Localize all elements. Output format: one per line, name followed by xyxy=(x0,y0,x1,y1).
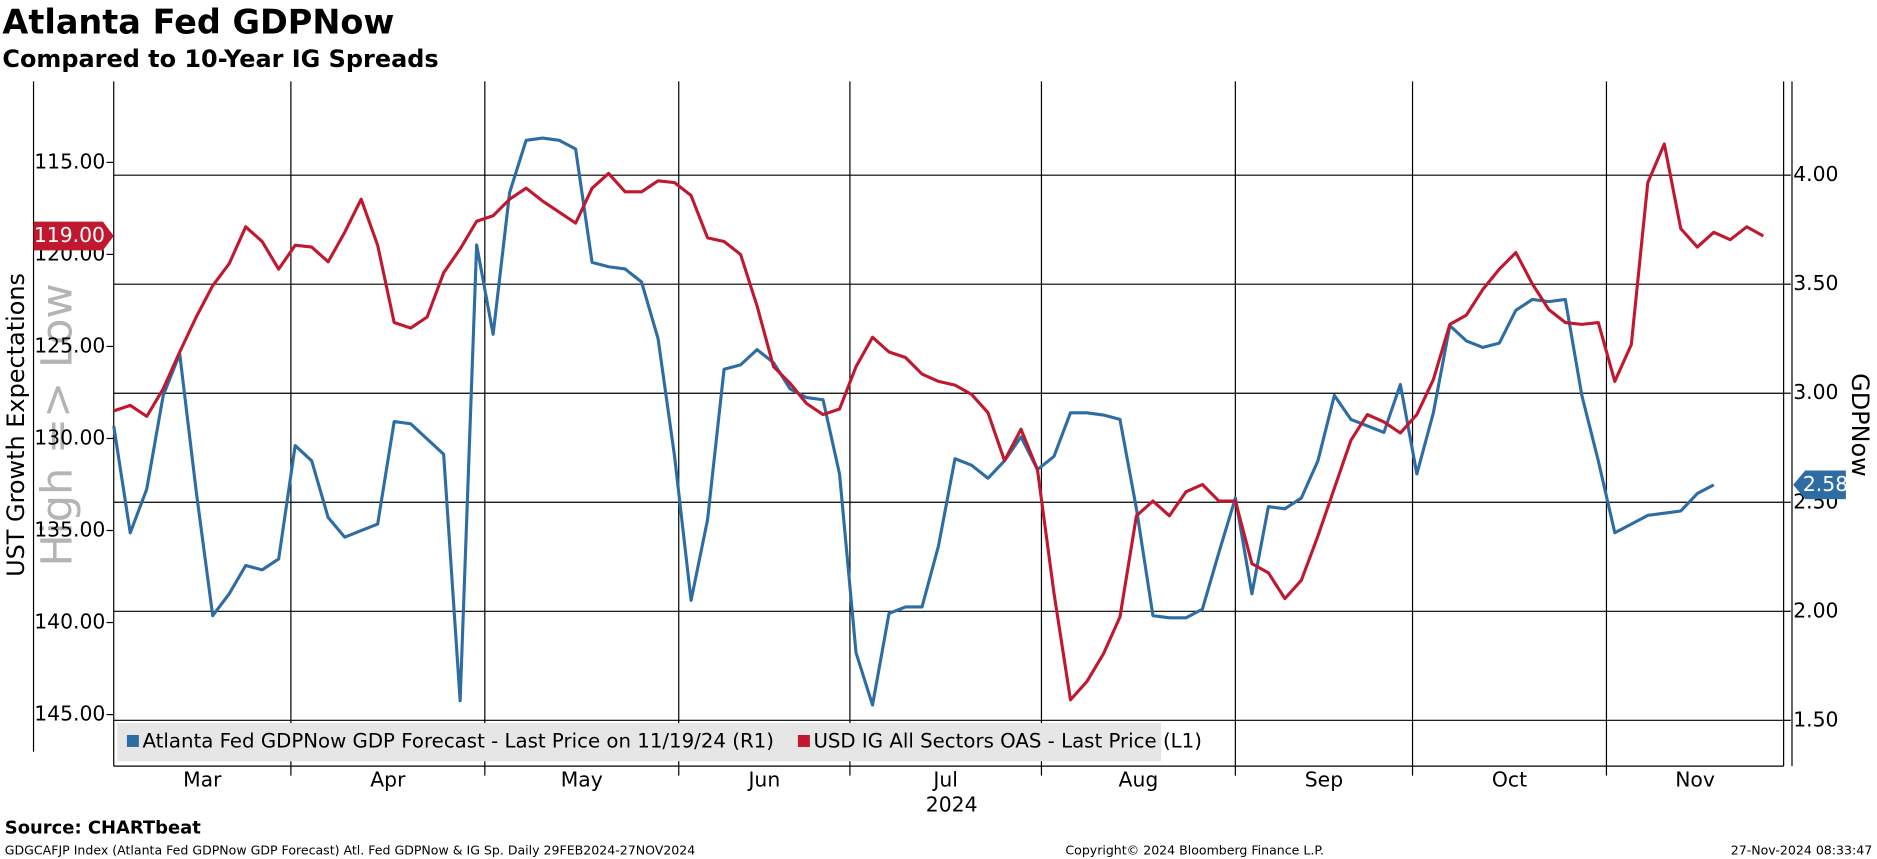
y-tick-label: 140.00 xyxy=(34,610,105,634)
last-value-label: 119.00 xyxy=(34,223,105,247)
last-value-flag xyxy=(33,221,114,251)
series-line xyxy=(113,142,1765,702)
x-tick-label: Jul xyxy=(931,767,958,791)
y2-tick-label: 1.50 xyxy=(1793,707,1838,731)
y2-axis-title: GDPNow xyxy=(1846,373,1874,477)
footer-left: GDGCAFJP Index (Atlanta Fed GDPNow GDP F… xyxy=(5,843,695,858)
x-tick-label: Nov xyxy=(1675,767,1715,791)
x-tick-label: Aug xyxy=(1119,767,1159,791)
x-axis-title: 2024 xyxy=(926,793,978,817)
y2-tick-label: 3.00 xyxy=(1793,380,1838,404)
legend-swatch xyxy=(797,734,810,747)
legend-label: Atlanta Fed GDPNow GDP Forecast - Last P… xyxy=(142,730,773,753)
x-tick-label: Sep xyxy=(1305,767,1343,791)
y2-tick-label: 2.00 xyxy=(1793,598,1838,622)
x-tick-label: Jun xyxy=(746,767,780,791)
legend-box xyxy=(117,723,1162,762)
y-tick-label: 130.00 xyxy=(34,425,105,449)
last-value-label: 2.58 xyxy=(1803,472,1848,496)
x-tick-label: Apr xyxy=(370,767,406,791)
x-tick-label: May xyxy=(561,767,603,791)
last-value-flag xyxy=(1793,470,1846,500)
series-line xyxy=(112,136,1715,707)
chart-title: Atlanta Fed GDPNow xyxy=(2,2,394,41)
y-tick-label: 145.00 xyxy=(34,702,105,726)
chart-subtitle: Compared to 10-Year IG Spreads xyxy=(2,45,438,73)
y-tick-label: 135.00 xyxy=(34,518,105,542)
legend-label: USD IG All Sectors OAS - Last Price (L1) xyxy=(813,730,1201,753)
y-tick-label: 115.00 xyxy=(34,149,105,173)
legend-swatch xyxy=(126,734,139,747)
x-tick-label: Mar xyxy=(183,767,222,791)
source: Source: CHARTbeat xyxy=(5,817,201,838)
y-annotation: High => Low xyxy=(32,283,82,566)
y2-tick-label: 3.50 xyxy=(1793,271,1838,295)
x-tick-label: Oct xyxy=(1492,767,1527,791)
footer-right: 27-Nov-2024 08:33:47 xyxy=(1731,843,1872,858)
y2-tick-label: 4.00 xyxy=(1793,162,1838,186)
footer-center: Copyright© 2024 Bloomberg Finance L.P. xyxy=(1065,843,1324,858)
y-tick-label: 125.00 xyxy=(34,333,105,357)
y-axis-title: UST Growth Expectations xyxy=(2,273,30,577)
